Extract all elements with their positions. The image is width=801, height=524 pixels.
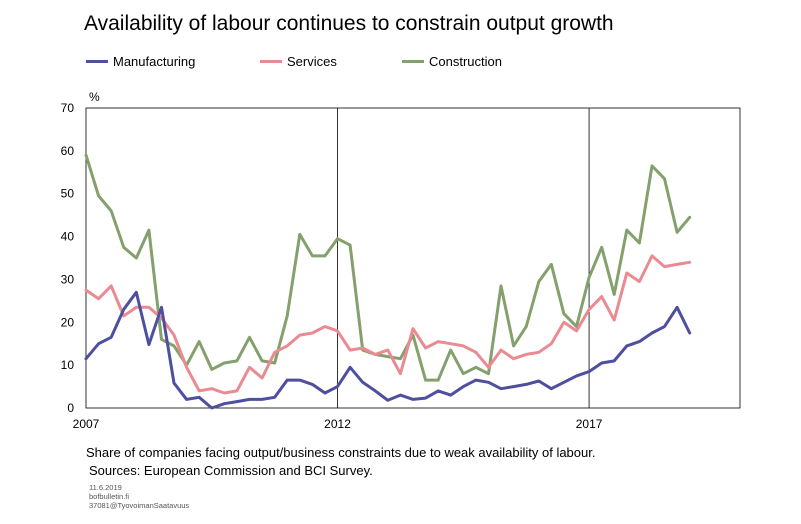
chart-note: Share of companies facing output/busines…: [86, 444, 595, 480]
y-tick-label: 30: [61, 272, 75, 286]
legend-item-construction: Construction: [402, 52, 502, 70]
series-line-construction: [84, 153, 692, 382]
line-chart: % 0 10 20 30 40 50 60 70 2007 2012 2017: [61, 90, 741, 431]
y-tick-label: 50: [61, 187, 75, 201]
y-tick-label: 60: [61, 144, 75, 158]
footer-site: bofbulletin.fi: [89, 492, 130, 501]
series-line-services: [84, 254, 692, 395]
legend-label-services: Services: [287, 53, 337, 69]
y-tick-label: 0: [67, 401, 74, 415]
note-description: Share of companies facing output/busines…: [86, 445, 596, 460]
legend-swatch-manufacturing: [86, 59, 108, 63]
y-tick-label: 20: [61, 315, 75, 329]
series-lines: [84, 153, 692, 410]
series-line-manufacturing: [84, 290, 692, 410]
legend-label-manufacturing: Manufacturing: [113, 53, 196, 69]
x-tick-label: 2012: [324, 417, 351, 431]
legend-swatch-services: [260, 59, 282, 63]
x-tick-label: 2017: [576, 417, 603, 431]
legend-item-manufacturing: Manufacturing: [86, 52, 195, 70]
y-axis-ticks: 0 10 20 30 40 50 60 70: [61, 101, 75, 415]
grid-lines: [337, 108, 590, 408]
chart-title: Availability of labour continues to cons…: [84, 12, 614, 35]
legend-swatch-construction: [402, 59, 424, 63]
y-axis-unit-label: %: [89, 90, 100, 104]
x-axis-ticks: 2007 2012 2017: [73, 417, 603, 431]
footer-date: 11.6.2019: [89, 483, 122, 492]
footer-meta: 11.6.2019 bofbulletin.fi 37081@Tyovoiman…: [89, 483, 189, 510]
x-tick-label: 2007: [73, 417, 100, 431]
legend-item-services: Services: [260, 52, 337, 70]
note-sources: Sources: European Commission and BCI Sur…: [89, 463, 373, 478]
y-tick-label: 10: [61, 358, 75, 372]
footer-chart-id: 37081@TyovoimanSaatavuus: [89, 501, 190, 510]
y-tick-label: 40: [61, 230, 75, 244]
plot-frame: [85, 107, 741, 409]
y-tick-label: 70: [61, 101, 75, 115]
legend-label-construction: Construction: [429, 53, 502, 69]
